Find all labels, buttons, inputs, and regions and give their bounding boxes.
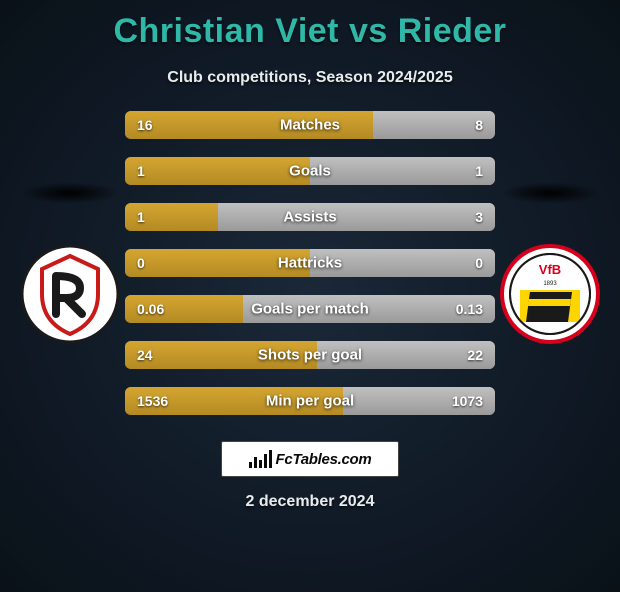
watermark-text: FcTables.com [276, 451, 372, 468]
page-subtitle: Club competitions, Season 2024/2025 [0, 69, 620, 87]
stat-label: Min per goal [266, 393, 354, 410]
stat-value-right: 22 [467, 347, 483, 363]
page-title: Christian Viet vs Rieder [0, 12, 620, 51]
player-shadow [500, 182, 600, 204]
stat-value-right: 1 [475, 163, 483, 179]
comparison-row: 16 8 Matches 1 1 Goals 1 3 Assists 0 0 Hattricks 0.0… [0, 111, 620, 415]
stat-label: Shots per goal [258, 347, 362, 364]
jahn-regensburg-crest-icon [20, 244, 120, 344]
stat-value-right: 1073 [452, 393, 483, 409]
stat-bar: 1 1 Goals [125, 157, 495, 185]
stat-bar: 0.06 0.13 Goals per match [125, 295, 495, 323]
stat-value-left: 0.06 [137, 301, 164, 317]
stat-fill-right [310, 157, 495, 185]
stat-label: Hattricks [278, 255, 342, 272]
chart-bars-icon [249, 450, 272, 468]
svg-text:VfB: VfB [539, 262, 561, 277]
stat-label: Matches [280, 117, 340, 134]
stat-value-right: 3 [475, 209, 483, 225]
stat-value-left: 1 [137, 163, 145, 179]
stat-bar: 1 3 Assists [125, 203, 495, 231]
stat-value-left: 16 [137, 117, 153, 133]
stat-value-right: 0.13 [456, 301, 483, 317]
left-player-col [15, 182, 125, 344]
stat-label: Assists [283, 209, 336, 226]
stat-fill-right [218, 203, 496, 231]
stats-bars: 16 8 Matches 1 1 Goals 1 3 Assists 0 0 Hattricks 0.0… [125, 111, 495, 415]
stat-value-left: 1536 [137, 393, 168, 409]
stat-bar: 16 8 Matches [125, 111, 495, 139]
stat-value-right: 0 [475, 255, 483, 271]
svg-text:1893: 1893 [543, 281, 557, 287]
stat-bar: 0 0 Hattricks [125, 249, 495, 277]
vfb-stuttgart-crest-icon: VfB 1893 [500, 244, 600, 344]
stat-value-left: 1 [137, 209, 145, 225]
player-shadow [20, 182, 120, 204]
right-player-col: VfB 1893 [495, 182, 605, 344]
stat-fill-left [125, 157, 310, 185]
fctables-watermark: FcTables.com [221, 441, 399, 477]
date-label: 2 december 2024 [0, 493, 620, 511]
stat-bar: 24 22 Shots per goal [125, 341, 495, 369]
stat-label: Goals per match [251, 301, 369, 318]
stat-bar: 1536 1073 Min per goal [125, 387, 495, 415]
stat-value-left: 24 [137, 347, 153, 363]
stat-value-left: 0 [137, 255, 145, 271]
stat-value-right: 8 [475, 117, 483, 133]
stat-label: Goals [289, 163, 331, 180]
